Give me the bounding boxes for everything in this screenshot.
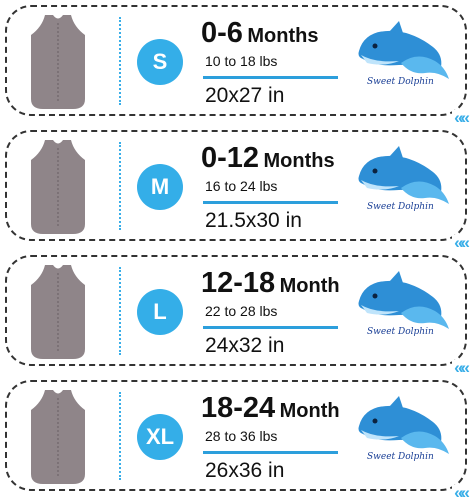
underline	[203, 201, 338, 204]
weight-range: 28 to 36 lbs	[205, 428, 278, 444]
dolphin-logo-icon	[358, 396, 449, 454]
divider	[119, 392, 121, 480]
dimensions: 24x32 in	[205, 334, 285, 357]
size-card-l: L 12-18 Month 22 to 28 lbs 24x32 in Swee…	[5, 255, 470, 376]
underline	[203, 326, 338, 329]
double-chevron-left-icon: ««	[452, 233, 470, 252]
size-card-s: S 0-6 Months 10 to 18 lbs 20x27 in Sweet…	[5, 5, 470, 126]
size-badge: XL	[137, 414, 183, 460]
brand-label: Sweet Dolphin	[367, 77, 434, 87]
size-badge: S	[137, 39, 183, 85]
dimensions: 21.5x30 in	[205, 209, 302, 232]
weight-range: 22 to 28 lbs	[205, 303, 278, 319]
sleeping-sack-icon	[31, 140, 85, 234]
age-range: 12-18 Month	[201, 267, 340, 299]
weight-range: 10 to 18 lbs	[205, 53, 278, 69]
dolphin-logo: Sweet Dolphin	[355, 271, 451, 341]
dolphin-logo-icon	[358, 21, 449, 79]
age-range: 18-24 Month	[201, 392, 340, 424]
underline	[203, 451, 338, 454]
dimensions: 26x36 in	[205, 459, 285, 482]
underline	[203, 76, 338, 79]
divider	[119, 142, 121, 230]
sleeping-sack-icon	[31, 265, 85, 359]
size-badge: M	[137, 164, 183, 210]
double-chevron-left-icon: ««	[452, 108, 470, 127]
dolphin-logo-icon	[358, 146, 449, 204]
size-card-m: M 0-12 Months 16 to 24 lbs 21.5x30 in Sw…	[5, 130, 470, 251]
age-range: 0-6 Months	[201, 17, 319, 49]
dolphin-logo-icon	[358, 271, 449, 329]
brand-label: Sweet Dolphin	[367, 202, 434, 212]
divider	[119, 267, 121, 355]
dolphin-logo: Sweet Dolphin	[355, 396, 451, 466]
age-range: 0-12 Months	[201, 142, 335, 174]
dolphin-logo: Sweet Dolphin	[355, 21, 451, 91]
dimensions: 20x27 in	[205, 84, 285, 107]
sleeping-sack-icon	[31, 390, 85, 484]
sleeping-sack-icon	[31, 15, 85, 109]
brand-label: Sweet Dolphin	[367, 327, 434, 337]
double-chevron-left-icon: ««	[452, 483, 470, 499]
dolphin-logo: Sweet Dolphin	[355, 146, 451, 216]
brand-label: Sweet Dolphin	[367, 452, 434, 462]
size-badge: L	[137, 289, 183, 335]
weight-range: 16 to 24 lbs	[205, 178, 278, 194]
size-card-xl: XL 18-24 Month 28 to 36 lbs 26x36 in Swe…	[5, 380, 470, 499]
divider	[119, 17, 121, 105]
double-chevron-left-icon: ««	[452, 358, 470, 377]
